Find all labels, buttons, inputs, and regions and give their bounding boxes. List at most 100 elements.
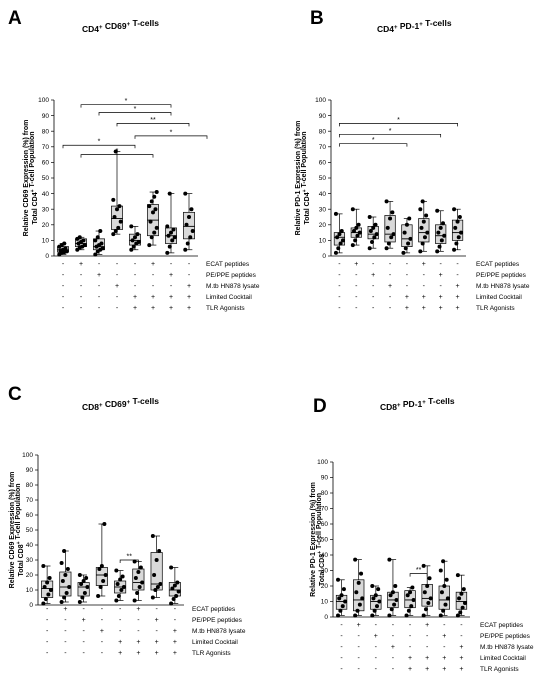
data-point [103, 573, 108, 577]
data-point [370, 613, 375, 618]
data-point [384, 246, 389, 251]
condition-symbol: - [98, 305, 101, 312]
condition-symbol: + [63, 606, 67, 613]
data-point [183, 247, 188, 252]
condition-symbol: + [118, 650, 122, 657]
panel-C: C CD8+ CD69+ T-cells Relative CD69 Express… [8, 384, 246, 657]
data-point [355, 233, 360, 238]
significance-bracket: * [80, 98, 172, 108]
data-point [422, 235, 427, 240]
data-point [185, 241, 190, 246]
y-tick-label: 30 [321, 568, 329, 575]
data-point [341, 587, 346, 592]
condition-label: Limited Cocktail [480, 655, 526, 662]
data-point [152, 573, 157, 577]
data-point [111, 232, 116, 237]
condition-symbol: - [155, 606, 158, 613]
condition-symbol: - [389, 294, 392, 301]
data-point [401, 250, 406, 255]
y-tick-label: 20 [42, 222, 50, 229]
condition-symbol: - [101, 617, 104, 624]
data-point [132, 598, 137, 603]
y-tick-label: 10 [42, 238, 50, 245]
y-tick-label: 90 [42, 113, 50, 120]
data-point [459, 230, 464, 235]
box-group-2 [59, 549, 72, 604]
data-point [387, 613, 392, 618]
y-axis-label-line1: Relative PD-1 Expression (%) from [310, 482, 317, 597]
data-point [438, 568, 443, 573]
condition-symbol: + [425, 655, 429, 662]
condition-symbol: - [340, 622, 343, 629]
data-point [62, 595, 67, 600]
condition-symbol: - [375, 666, 378, 673]
data-point [77, 600, 82, 604]
condition-symbol: - [64, 628, 67, 635]
data-point [165, 250, 170, 255]
data-point [356, 580, 361, 585]
data-point [443, 602, 448, 607]
condition-symbol: + [151, 294, 155, 301]
data-point [47, 576, 52, 580]
data-point [337, 596, 342, 601]
data-point [455, 219, 460, 224]
condition-symbol: - [116, 294, 119, 301]
data-point [452, 247, 457, 252]
condition-symbol: - [389, 305, 392, 312]
data-point [336, 577, 341, 582]
condition-symbol: - [423, 272, 426, 279]
y-tick-label: 80 [321, 490, 329, 497]
data-point [439, 238, 444, 243]
data-point [116, 594, 121, 598]
data-point [408, 236, 413, 241]
condition-symbol: - [152, 283, 155, 290]
data-point [167, 244, 172, 249]
condition-symbol: - [460, 633, 463, 640]
data-point [370, 584, 375, 588]
data-point [67, 585, 72, 589]
box-group-8 [451, 207, 464, 252]
condition-symbol: - [340, 644, 343, 651]
condition-symbol: - [338, 261, 341, 268]
y-axis-label: Relative PD-1 Expression (%) from Total C… [295, 121, 311, 236]
data-point [371, 225, 376, 230]
data-point [408, 590, 413, 595]
box-group-5 [129, 224, 141, 252]
data-point [114, 568, 119, 573]
data-point [418, 249, 423, 254]
box-group-4 [95, 522, 108, 598]
data-point [404, 613, 409, 618]
box-group-8 [455, 573, 468, 618]
data-point [390, 210, 395, 215]
condition-label: ECAT peptides [206, 261, 250, 268]
condition-symbol: - [389, 272, 392, 279]
condition-symbol: - [355, 294, 358, 301]
condition-symbol: - [389, 261, 392, 268]
data-point [119, 588, 124, 592]
data-point [188, 235, 193, 240]
box-group-3 [77, 573, 90, 604]
condition-symbol: - [443, 622, 446, 629]
significance-bracket: ** [119, 554, 139, 563]
data-point [82, 591, 87, 595]
y-tick-label: 100 [38, 97, 49, 104]
condition-symbol: + [456, 294, 460, 301]
data-point [135, 232, 140, 237]
data-point [149, 235, 154, 240]
data-point [438, 613, 443, 618]
data-point [154, 225, 159, 230]
box-group-2 [350, 207, 362, 248]
condition-symbol: + [371, 272, 375, 279]
significance-label: ** [150, 117, 156, 124]
condition-symbol: - [338, 283, 341, 290]
data-point [442, 233, 447, 238]
condition-symbol: - [116, 261, 119, 268]
condition-symbol: - [392, 622, 395, 629]
condition-symbol: - [62, 272, 65, 279]
condition-matrix: - + - - - + - - ECAT peptides - - + - - - + - PE/PPE pept… [338, 261, 530, 312]
panel-B: B CD4+ PD-1+ T-cells Relative PD-1 Express… [295, 8, 530, 312]
y-axis-label-line2: Total CD4+ T-cell Population [301, 131, 311, 224]
y-tick-label: 50 [319, 175, 327, 182]
data-point [82, 243, 87, 248]
data-point [62, 241, 67, 246]
